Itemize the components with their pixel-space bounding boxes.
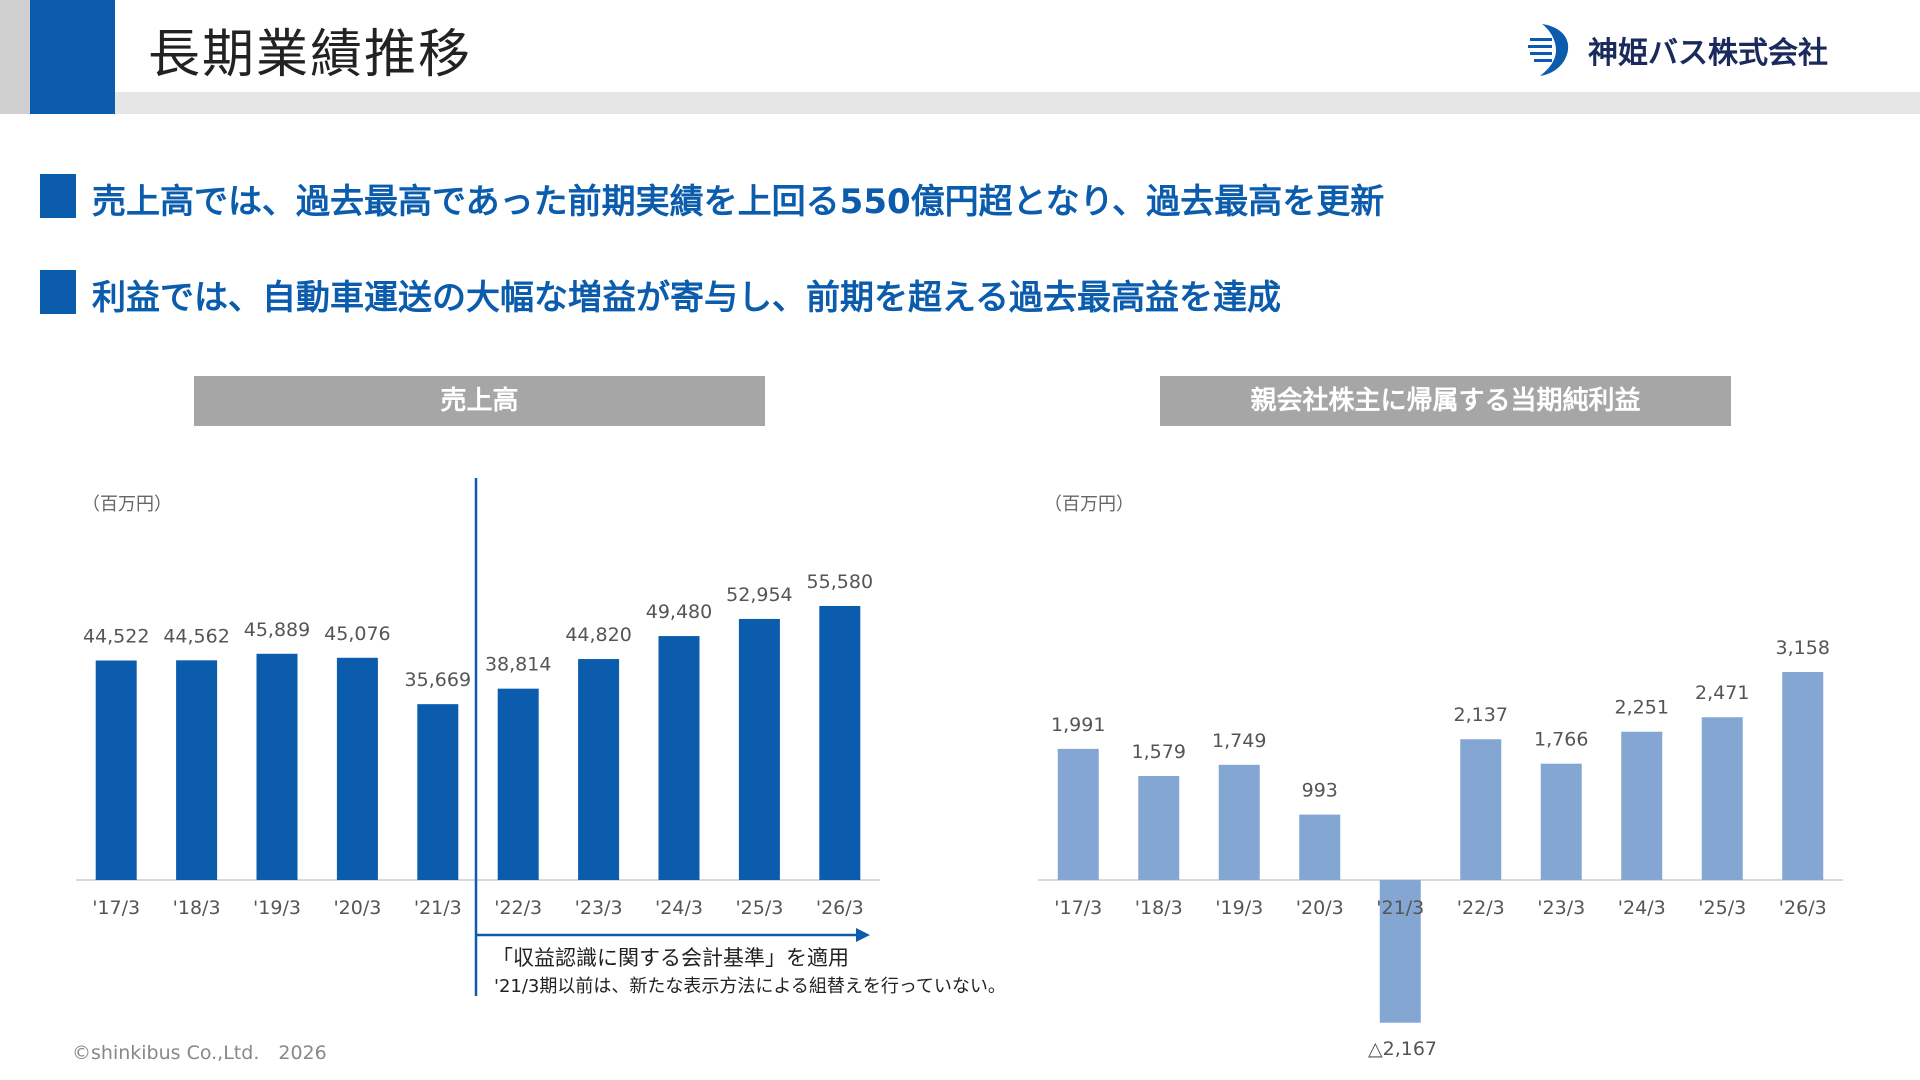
x-tick-label: '21/3	[414, 897, 462, 919]
bar	[1138, 776, 1180, 880]
bar	[417, 704, 459, 880]
bar	[1460, 739, 1502, 880]
data-label: 2,137	[1454, 704, 1508, 726]
header-accent-block	[30, 0, 115, 114]
data-label: 993	[1302, 780, 1338, 802]
bullet-profit-text: 利益では、自動車運送の大幅な増益が寄与し、前期を超える過去最高益を達成	[92, 278, 1281, 318]
profit-negative-data-label: △2,167	[1368, 1038, 1438, 1060]
bar	[1218, 764, 1260, 880]
bar	[658, 636, 700, 880]
copyright: ©shinkibus Co.,Ltd. 2026	[72, 1042, 327, 1064]
x-tick-label: '19/3	[1215, 897, 1263, 919]
x-tick-label: '23/3	[1537, 897, 1585, 919]
data-label: 1,749	[1212, 730, 1266, 752]
bar	[819, 606, 861, 880]
x-tick-label: '20/3	[333, 897, 381, 919]
bar	[738, 618, 780, 880]
x-tick-label: '26/3	[816, 897, 864, 919]
x-tick-label: '20/3	[1296, 897, 1344, 919]
company-name: 神姫バス株式会社	[1588, 36, 1828, 71]
bullet-sales-text: 売上高では、過去最高であった前期実績を上回る550億円超となり、過去最高を更新	[92, 182, 1385, 222]
x-tick-label: '17/3	[1054, 897, 1102, 919]
bar	[95, 660, 137, 880]
x-tick-label: '26/3	[1779, 897, 1827, 919]
bullet-profit: 利益では、自動車運送の大幅な増益が寄与し、前期を超える過去最高益を達成	[40, 268, 1840, 318]
data-label: 35,669	[405, 669, 471, 691]
sales-unit-label: （百万円）	[82, 494, 172, 515]
x-tick-label: '17/3	[92, 897, 140, 919]
data-label: 1,991	[1051, 714, 1105, 736]
data-label: 49,480	[646, 601, 712, 623]
x-tick-label: '19/3	[253, 897, 301, 919]
bar	[1621, 731, 1663, 880]
profit-chart-title: 親会社株主に帰属する当期純利益	[1160, 376, 1731, 426]
x-tick-label: '23/3	[575, 897, 623, 919]
data-label: 1,766	[1534, 729, 1588, 751]
data-label: 45,076	[324, 623, 390, 645]
data-label: 3,158	[1776, 637, 1830, 659]
data-label: 38,814	[485, 654, 551, 676]
x-tick-label: '24/3	[655, 897, 703, 919]
accounting-note-title: 「収益認識に関する会計基準」を適用	[492, 946, 849, 970]
bar	[1701, 717, 1743, 880]
x-tick-label: '18/3	[173, 897, 221, 919]
data-label: 52,954	[726, 584, 792, 606]
bar	[176, 660, 218, 880]
bar	[1299, 814, 1341, 880]
bar	[336, 657, 378, 880]
data-label: 2,251	[1615, 697, 1669, 719]
bullet-sales: 売上高では、過去最高であった前期実績を上回る550億円超となり、過去最高を更新	[40, 172, 1840, 222]
page-title: 長期業績推移	[148, 25, 473, 85]
arrow-head-icon	[856, 928, 870, 942]
data-label: 45,889	[244, 619, 310, 641]
data-label: 44,820	[565, 624, 631, 646]
x-tick-label: '25/3	[1698, 897, 1746, 919]
x-tick-label: '22/3	[494, 897, 542, 919]
x-tick-label: '24/3	[1618, 897, 1666, 919]
data-label: 55,580	[807, 571, 873, 593]
bar	[497, 688, 539, 880]
data-label: 44,522	[83, 626, 149, 648]
accounting-note-detail: '21/3期以前は、新たな表示方法による組替えを行っていない。	[494, 976, 1006, 997]
data-label: 1,579	[1132, 741, 1186, 763]
bar	[256, 653, 298, 880]
x-tick-label: '22/3	[1457, 897, 1505, 919]
bar	[1057, 748, 1099, 880]
x-tick-label: '18/3	[1135, 897, 1183, 919]
x-tick-label: '25/3	[735, 897, 783, 919]
bullet-marker	[40, 270, 76, 314]
data-label: 44,562	[163, 625, 229, 647]
company-logo-icon	[1528, 24, 1569, 76]
bar	[578, 659, 620, 880]
bar	[1782, 672, 1824, 880]
profit-unit-label: （百万円）	[1044, 494, 1134, 515]
bullet-marker	[40, 174, 76, 218]
bar	[1379, 880, 1421, 1023]
bar	[1540, 763, 1582, 880]
x-tick-label: '21/3	[1376, 897, 1424, 919]
header-gray-bar	[0, 0, 30, 114]
sales-chart-title: 売上高	[194, 376, 765, 426]
data-label: 2,471	[1695, 682, 1749, 704]
header-strip	[115, 92, 1920, 114]
company-logo: 神姫バス株式会社	[1528, 20, 1858, 80]
